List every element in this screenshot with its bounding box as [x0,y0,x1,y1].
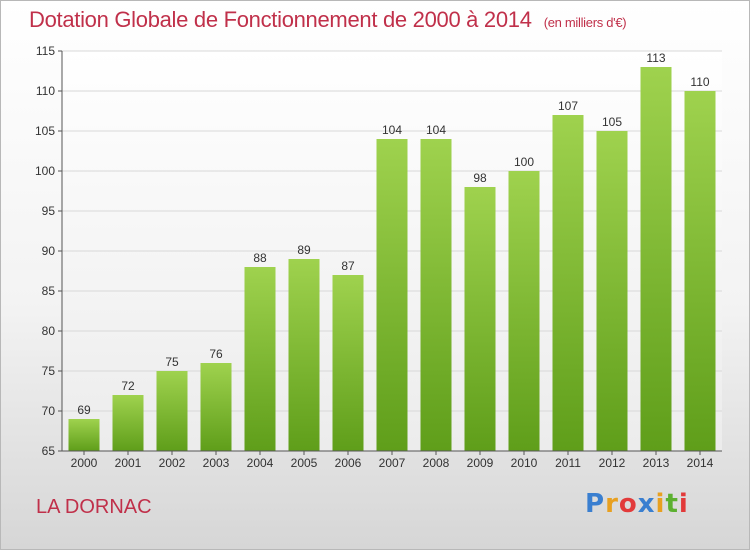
x-tick-label: 2006 [335,456,362,470]
y-tick-label: 75 [42,364,56,378]
bar-value-label: 104 [382,123,402,137]
x-tick-label: 2013 [643,456,670,470]
bar-value-label: 89 [297,243,311,257]
bar-value-label: 110 [690,75,709,89]
bar [288,259,320,451]
y-tick-label: 85 [42,284,56,298]
bar-value-label: 69 [77,403,91,417]
x-tick-label: 2007 [379,456,406,470]
bar [200,363,232,451]
bar [332,275,364,451]
x-tick-label: 2001 [115,456,142,470]
bar [420,139,452,451]
bar [552,115,584,451]
bar-value-label: 98 [473,171,487,185]
x-tick-label: 2005 [291,456,318,470]
chart-title-text: Dotation Globale de Fonctionnement de 20… [29,7,532,32]
bar-value-label: 72 [121,379,135,393]
bar [684,91,716,451]
y-tick-label: 95 [42,204,56,218]
value-labels: 69 72 75 76 88 89 87 104 104 98 100 107 105 113 110 [77,51,710,417]
chart-subtitle: (en milliers d'€) [543,15,627,30]
bars [68,67,716,451]
commune-name: LA DORNAC [36,496,152,518]
bar [376,139,408,451]
y-axis: 65 70 75 80 85 90 95 100 105 110 115 [35,44,63,458]
bar [640,67,672,451]
x-tick-label: 2008 [423,456,450,470]
y-tick-label: 65 [42,444,56,458]
x-tick-label: 2010 [511,456,538,470]
bar-value-label: 104 [426,123,446,137]
bar [112,395,144,451]
y-tick-label: 110 [36,84,55,98]
x-tick-label: 2014 [687,456,714,470]
y-tick-label: 105 [35,124,55,138]
proxiti-logo: Proxiti [585,489,689,519]
bar [508,171,540,451]
y-tick-label: 100 [35,164,55,178]
x-tick-label: 2011 [555,456,581,470]
bar-value-label: 76 [209,347,223,361]
bar [464,187,496,451]
bar-value-label: 107 [558,99,578,113]
bar [596,131,628,451]
bar-value-label: 88 [253,251,267,265]
y-tick-label: 80 [42,324,56,338]
bar-value-label: 87 [341,259,355,273]
y-tick-label: 90 [42,244,56,258]
bar [68,419,100,451]
x-tick-label: 2002 [159,456,186,470]
bar-value-label: 105 [602,115,622,129]
x-tick-label: 2004 [247,456,274,470]
bar-value-label: 113 [646,51,665,65]
bar [244,267,276,451]
y-tick-label: 70 [42,404,56,418]
x-tick-label: 2000 [71,456,98,470]
bar [156,371,188,451]
bar-value-label: 75 [165,355,179,369]
bar-value-label: 100 [514,155,534,169]
x-tick-label: 2003 [203,456,230,470]
x-axis: 2000 2001 2002 2003 2004 2005 2006 2007 2008 2009… [62,450,722,470]
x-tick-label: 2009 [467,456,494,470]
x-tick-label: 2012 [599,456,626,470]
chart-title: Dotation Globale de Fonctionnement de 20… [29,7,627,33]
y-tick-label: 115 [36,44,55,58]
